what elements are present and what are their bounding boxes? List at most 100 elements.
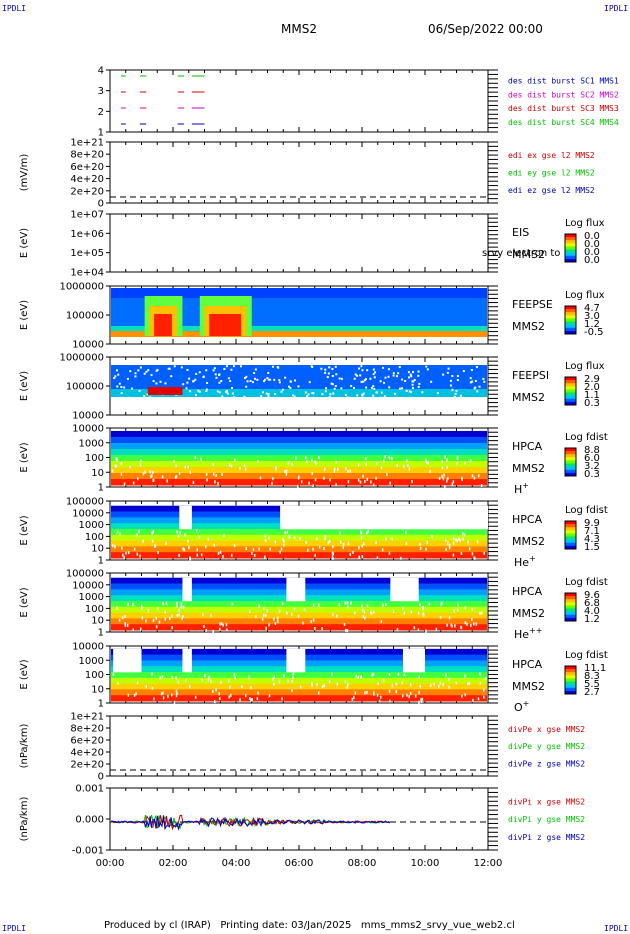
spec-gap xyxy=(129,370,132,373)
spec-gap xyxy=(408,390,411,393)
spec-gap xyxy=(364,457,367,461)
spec-gap xyxy=(351,697,354,701)
spec-gap xyxy=(261,617,264,621)
y-tick-label: 4e+20 xyxy=(70,174,104,185)
legend-entry: edi ex gse l2 MMS2 xyxy=(508,151,595,160)
colorbar-segment xyxy=(565,318,576,323)
spec-gap xyxy=(271,481,273,485)
legend-entry: des dist burst SC1 MMS1 xyxy=(508,77,619,86)
y-tick-label: 0 xyxy=(98,199,104,210)
spec-gap xyxy=(308,481,310,485)
spec-gap xyxy=(483,551,485,555)
spec-gap xyxy=(184,465,186,469)
colorbar-segment xyxy=(565,383,576,387)
spec-gap xyxy=(469,458,472,462)
colorbar-segment xyxy=(565,599,576,603)
spec-gap xyxy=(362,392,365,395)
spec-gap xyxy=(194,378,197,381)
spec-gap xyxy=(228,463,231,467)
y-tick-label: 10000 xyxy=(72,580,104,591)
spec-gap xyxy=(230,553,233,557)
colorbar-frame xyxy=(564,233,577,263)
spec-gap xyxy=(283,543,285,547)
spec-gap xyxy=(405,530,407,534)
colorbar-segment xyxy=(565,675,576,679)
spec-gap xyxy=(135,692,137,696)
colorbar-tick-label: 0.0 xyxy=(584,255,600,266)
spec-gap xyxy=(231,392,234,395)
legend-entry: edi ez gse l2 MMS2 xyxy=(508,186,595,195)
spec-gap xyxy=(115,457,118,461)
spec-gap xyxy=(205,388,208,391)
spec-gap xyxy=(408,695,410,699)
colorbar-tick-label: 1.2 xyxy=(584,614,600,625)
spec-gap xyxy=(408,396,411,399)
spec-gap xyxy=(360,365,363,368)
spec-gap xyxy=(218,373,221,376)
spec-gap xyxy=(441,474,443,478)
spec-band xyxy=(111,454,487,462)
spec-gap xyxy=(363,616,366,620)
colorbar-segment xyxy=(565,545,576,550)
spec-gap xyxy=(239,466,241,470)
colorbar-tick-label: 8.8 xyxy=(584,445,600,456)
spec-gap xyxy=(475,366,478,369)
spec-gap xyxy=(361,393,364,396)
spec-gap xyxy=(360,531,363,535)
spec-gap xyxy=(264,539,267,543)
spec-gap xyxy=(470,368,473,371)
spec-gap xyxy=(223,533,225,537)
spec-gap xyxy=(124,615,126,619)
spec-gap xyxy=(382,679,385,683)
y-tick-label: 1000 xyxy=(79,438,104,449)
spec-gap xyxy=(383,395,386,398)
spec-gap xyxy=(140,459,142,463)
panel-frame-burst xyxy=(109,69,489,133)
spec-gap xyxy=(178,472,181,476)
spec-gap xyxy=(324,371,327,374)
spec-gap xyxy=(297,385,300,388)
spec-gap xyxy=(175,676,178,680)
spec-gap xyxy=(366,604,369,608)
spec-gap xyxy=(336,682,339,686)
spec-gap xyxy=(159,676,161,680)
spec-gap xyxy=(233,672,236,676)
spec-gap xyxy=(342,543,345,547)
spec-gap xyxy=(127,396,130,399)
spec-gap xyxy=(335,373,338,376)
spec-gap xyxy=(327,541,330,545)
spec-gap xyxy=(145,370,148,373)
corner-label-tr: IPDLI xyxy=(604,4,629,13)
spec-gap xyxy=(303,608,306,612)
spec-gap xyxy=(206,478,208,482)
spec-gap xyxy=(379,380,382,383)
spec-gap xyxy=(377,682,379,686)
colorbar-feepsi xyxy=(564,376,577,406)
spec-gap xyxy=(151,672,153,676)
spec-gap xyxy=(391,684,394,688)
y-axis-label: E (eV) xyxy=(19,587,30,617)
spec-gap xyxy=(362,474,364,478)
spacecraft-label: MMS2 xyxy=(512,320,545,333)
spec-gap xyxy=(279,550,282,554)
spec-gap xyxy=(483,380,486,383)
spec-gap xyxy=(343,622,346,626)
spec-gap xyxy=(395,682,398,686)
spec-gap xyxy=(291,679,293,683)
spec-band xyxy=(111,546,487,553)
colorbar-segment xyxy=(565,690,576,695)
spec-gap xyxy=(139,554,141,558)
spec-gap xyxy=(321,685,324,689)
spec-band xyxy=(111,534,487,542)
spec-gap xyxy=(132,481,135,485)
spec-gap xyxy=(171,676,174,680)
spec-gap xyxy=(480,483,483,487)
spec-gap xyxy=(166,479,168,483)
colorbar-tick-label: 1.5 xyxy=(584,542,600,553)
spec-gap xyxy=(323,476,325,480)
y-tick-label: 10000 xyxy=(72,424,104,435)
y-axis-label: E (eV) xyxy=(19,300,30,330)
spec-gap xyxy=(288,385,291,388)
spec-gap xyxy=(361,394,364,397)
spec-gap xyxy=(324,537,326,541)
